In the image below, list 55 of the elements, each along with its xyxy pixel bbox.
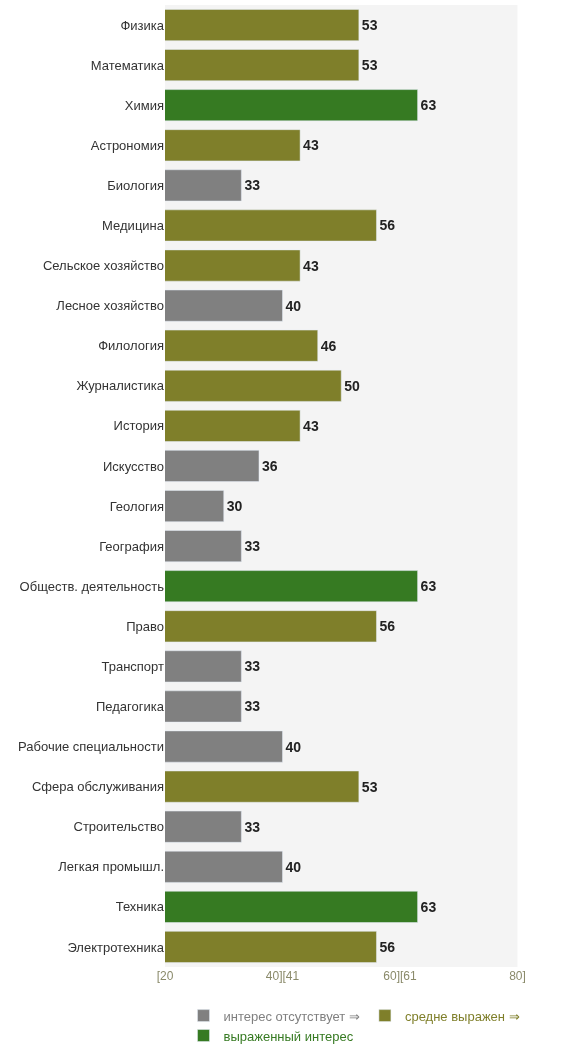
data-label: 63 bbox=[420, 97, 437, 114]
x-tick-label: [20 bbox=[156, 969, 174, 983]
data-label: 63 bbox=[420, 898, 437, 915]
data-label: 53 bbox=[361, 17, 378, 34]
y-tick-label: История bbox=[113, 418, 164, 434]
x-tick-label: 80] bbox=[509, 969, 526, 983]
data-label: 33 bbox=[244, 658, 261, 675]
data-label: 40 bbox=[285, 738, 302, 755]
y-tick-label: Педагогика bbox=[96, 699, 165, 715]
data-label: 56 bbox=[379, 217, 396, 234]
data-label: 53 bbox=[361, 57, 378, 74]
y-tick-label: Химия bbox=[124, 97, 164, 113]
y-tick-label: Право bbox=[126, 618, 164, 634]
y-tick-label: Рабочие специальности bbox=[18, 739, 164, 755]
y-tick-label: Легкая промышл. bbox=[58, 859, 164, 875]
y-tick-label: Филология bbox=[98, 338, 164, 354]
data-label: 63 bbox=[420, 578, 437, 595]
y-tick-label: Астрономия bbox=[90, 137, 164, 153]
data-label: 56 bbox=[379, 618, 396, 635]
data-label: 43 bbox=[303, 417, 319, 434]
data-label: 40 bbox=[285, 297, 302, 314]
data-label: 43 bbox=[303, 257, 319, 274]
y-tick-label: Журналистика bbox=[76, 378, 165, 394]
data-label: 46 bbox=[320, 337, 337, 354]
y-tick-label: Геология bbox=[109, 498, 164, 514]
y-tick-label: Сфера обслуживания bbox=[31, 779, 164, 795]
data-label: 33 bbox=[244, 818, 261, 835]
legend-label: интерес отсутствует ⇒ bbox=[223, 1008, 360, 1024]
y-tick-label: Математика bbox=[90, 57, 165, 73]
data-label: 33 bbox=[244, 177, 261, 194]
data-label: 43 bbox=[303, 137, 319, 154]
data-label: 50 bbox=[344, 377, 361, 394]
data-label: 33 bbox=[244, 538, 261, 555]
y-tick-label: Лесное хозяйство bbox=[56, 298, 164, 314]
x-tick-label: 60][61 bbox=[383, 969, 417, 983]
y-tick-label: Строительство bbox=[73, 819, 164, 835]
y-tick-label: Техника bbox=[115, 899, 165, 915]
legend-label: выраженный интерес bbox=[223, 1028, 354, 1044]
y-tick-label: Биология bbox=[107, 177, 164, 193]
data-label: 36 bbox=[261, 457, 278, 474]
x-tick-label: 40][41 bbox=[265, 969, 300, 983]
data-label: 53 bbox=[361, 778, 378, 795]
legend-label: средне выражен ⇒ bbox=[404, 1008, 520, 1024]
data-label: 30 bbox=[226, 498, 243, 515]
y-tick-label: География bbox=[99, 538, 164, 554]
y-tick-label: Сельское хозяйство bbox=[42, 258, 164, 274]
data-label: 40 bbox=[285, 858, 302, 875]
y-tick-label: Электротехника bbox=[67, 939, 165, 955]
data-label: 56 bbox=[379, 938, 396, 955]
y-tick-label: Транспорт bbox=[101, 658, 165, 674]
y-tick-label: Физика bbox=[120, 17, 165, 33]
data-label: 33 bbox=[244, 698, 261, 715]
y-tick-label: Искусство bbox=[103, 458, 164, 474]
y-tick-label: Медицина bbox=[102, 218, 165, 234]
y-tick-label: Обществ. деятельность bbox=[19, 578, 165, 594]
